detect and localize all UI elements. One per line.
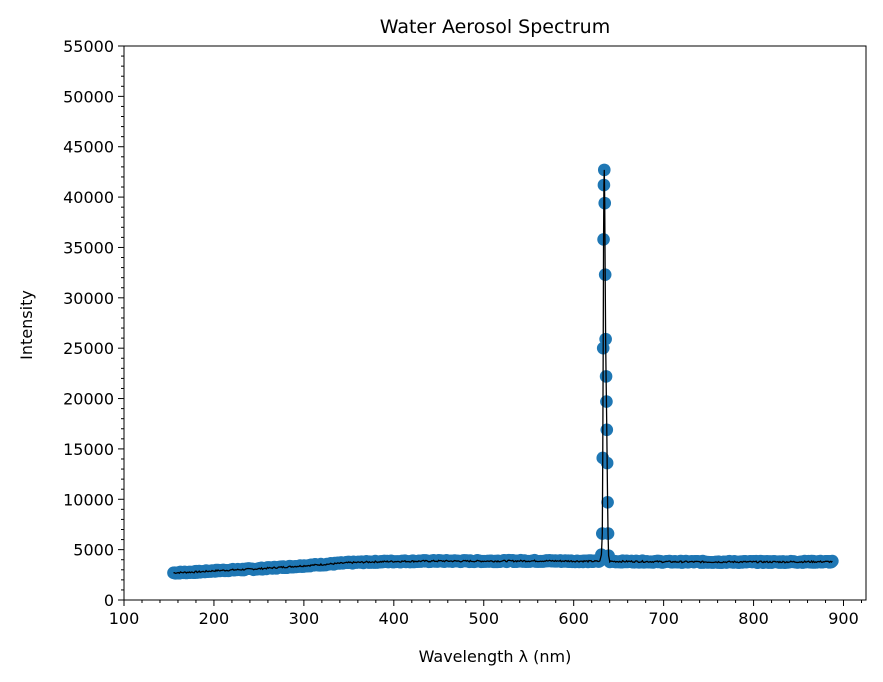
data-points [167, 163, 839, 580]
y-tick-label: 55000 [63, 37, 114, 56]
y-tick-label: 10000 [63, 490, 114, 509]
x-tick-label: 100 [109, 609, 140, 628]
x-tick-label: 200 [199, 609, 230, 628]
y-tick-label: 45000 [63, 138, 114, 157]
y-tick-label: 35000 [63, 238, 114, 257]
y-axis-title: Intensity [17, 290, 36, 360]
plot-area [167, 163, 839, 580]
plot-frame [123, 45, 867, 601]
y-tick-label: 20000 [63, 390, 114, 409]
y-tick-label: 25000 [63, 339, 114, 358]
chart-title: Water Aerosol Spectrum [380, 16, 611, 38]
y-tick-label: 40000 [63, 188, 114, 207]
x-tick-label: 400 [379, 609, 410, 628]
x-axis: 100 200 300 400 500 600 700 800 900 [109, 600, 863, 628]
x-tick-label: 700 [648, 609, 679, 628]
y-tick-label: 15000 [63, 440, 114, 459]
x-tick-label: 800 [738, 609, 769, 628]
y-tick-label: 30000 [63, 289, 114, 308]
y-tick-label: 50000 [63, 87, 114, 106]
x-axis-title: Wavelength λ (nm) [419, 647, 572, 666]
x-tick-label: 600 [558, 609, 589, 628]
y-tick-label: 5000 [73, 541, 114, 560]
x-tick-label: 900 [828, 609, 859, 628]
x-tick-label: 500 [468, 609, 499, 628]
y-tick-label: 0 [104, 591, 114, 610]
x-tick-label: 300 [289, 609, 320, 628]
series-line [173, 169, 833, 575]
y-axis: 0 5000 10000 15000 20000 25000 30000 35000 40000… [63, 37, 124, 610]
series-line-layer [173, 169, 833, 575]
